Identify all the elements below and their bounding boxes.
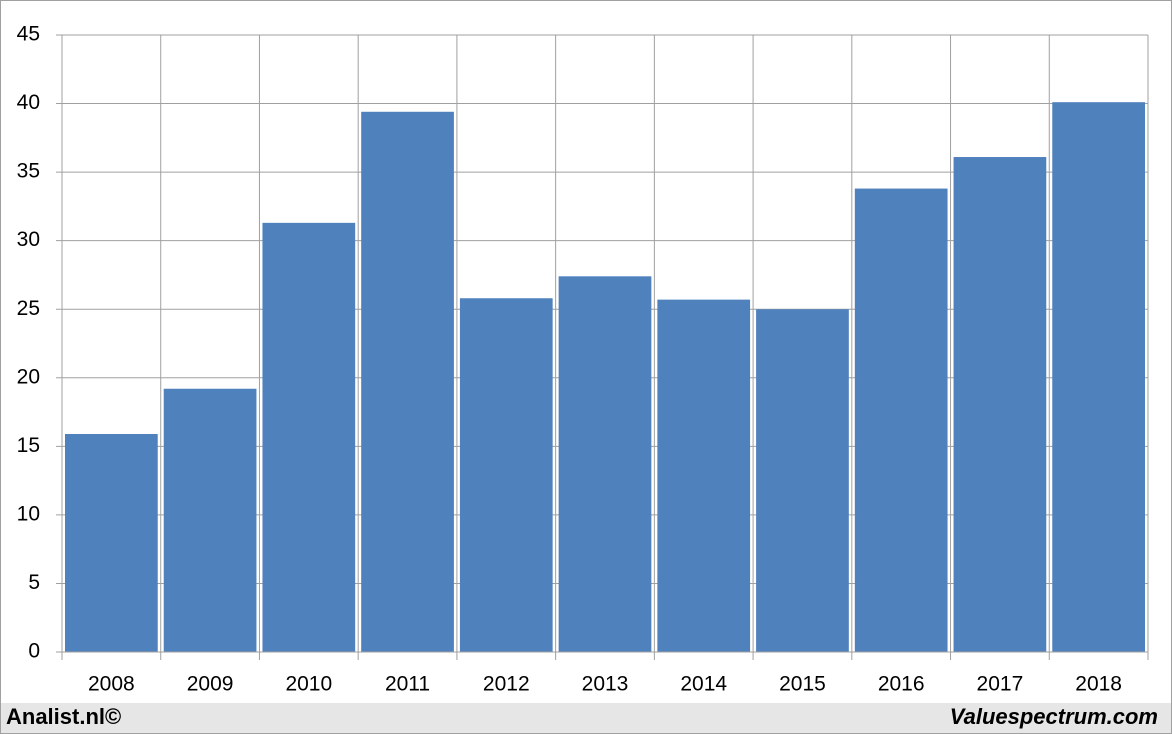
x-tick-label: 2015 (779, 673, 826, 696)
x-tick-label: 2017 (977, 673, 1024, 696)
bar (361, 111, 454, 652)
x-tick-label: 2011 (385, 673, 430, 696)
x-tick-label: 2009 (187, 673, 234, 696)
footer-right: Valuespectrum.com (950, 704, 1158, 729)
bar (953, 157, 1047, 653)
x-tick-label: 2016 (878, 673, 925, 696)
bar (65, 433, 158, 652)
y-tick-label: 40 (17, 91, 40, 114)
x-tick-label: 2018 (1075, 673, 1122, 696)
x-tick-label: 2008 (88, 673, 135, 696)
x-tick-label: 2012 (483, 673, 530, 696)
bar (657, 299, 751, 652)
y-tick-label: 15 (17, 434, 40, 457)
y-tick-label: 25 (17, 297, 40, 320)
y-tick-label: 45 (17, 23, 40, 46)
bar (854, 188, 948, 652)
bar (1052, 102, 1145, 652)
bar (459, 298, 553, 652)
bar (163, 388, 257, 652)
footer-left: Analist.nl© (6, 704, 121, 729)
y-tick-label: 20 (17, 365, 40, 388)
footer-band (1, 703, 1171, 733)
bar (756, 309, 849, 652)
y-tick-label: 35 (17, 160, 40, 183)
bar (558, 276, 652, 652)
x-tick-label: 2014 (680, 673, 727, 696)
y-tick-label: 0 (28, 640, 40, 663)
y-tick-label: 30 (17, 228, 40, 251)
y-tick-label: 10 (17, 502, 40, 525)
bar (262, 222, 356, 652)
y-tick-label: 5 (28, 571, 40, 594)
x-tick-label: 2013 (582, 673, 629, 696)
x-tick-label: 2010 (285, 673, 332, 696)
